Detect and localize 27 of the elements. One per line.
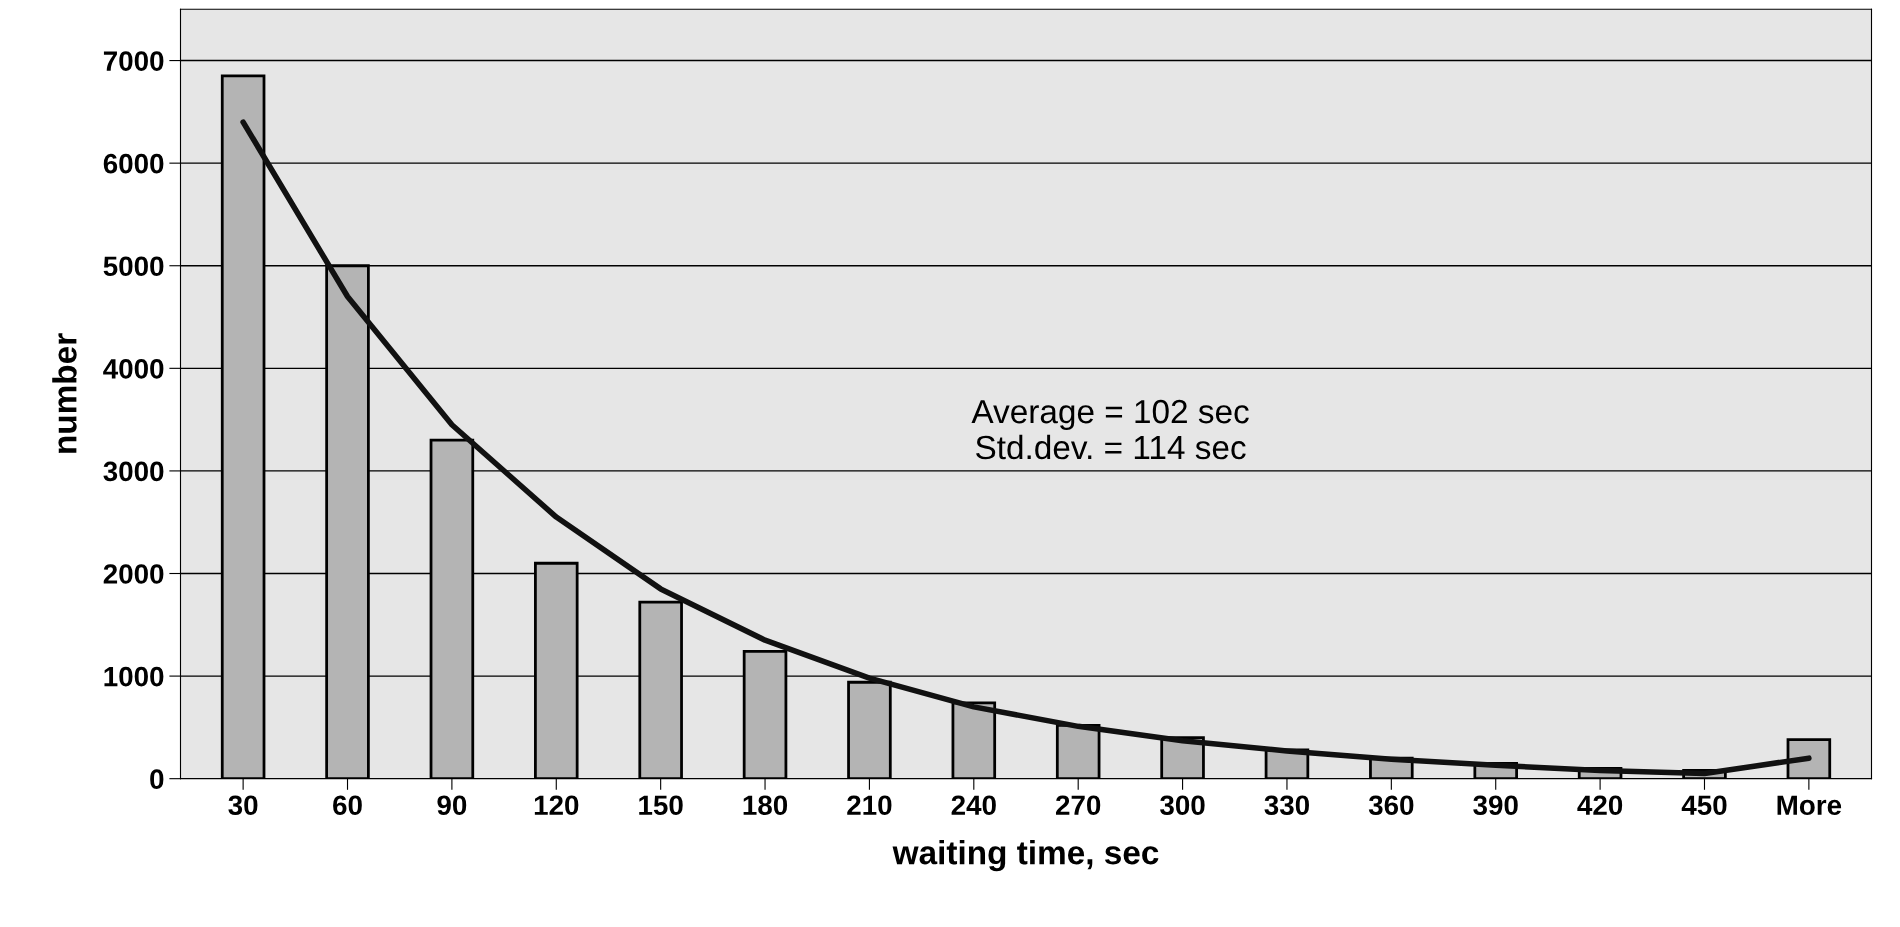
x-tick-label: More bbox=[1777, 795, 1842, 816]
y-tick-label: 3000 bbox=[103, 461, 164, 482]
y-tick-label: 1000 bbox=[104, 666, 164, 687]
x-tick-label: 450 bbox=[1681, 795, 1727, 816]
x-tick-label: 60 bbox=[333, 795, 362, 816]
x-tick-label: 420 bbox=[1577, 795, 1623, 816]
y-tick-label: 4000 bbox=[103, 359, 164, 379]
x-tick-label: 90 bbox=[437, 795, 467, 816]
y-tick-label: 2000 bbox=[103, 564, 164, 584]
x-tick-label: 180 bbox=[743, 795, 788, 816]
x-tick-label: 330 bbox=[1264, 795, 1309, 816]
x-tick-label: 120 bbox=[534, 795, 579, 816]
x-tick-label: 150 bbox=[639, 795, 683, 816]
y-axis-title: number bbox=[52, 333, 77, 453]
x-tick-label: 390 bbox=[1473, 795, 1518, 816]
x-tick-label: 360 bbox=[1368, 795, 1414, 816]
x-tick-label: 210 bbox=[847, 795, 892, 816]
x-axis-title: waiting time, sec bbox=[892, 839, 1159, 872]
y-tick-label: 7000 bbox=[103, 51, 164, 71]
x-tick-label: 240 bbox=[951, 795, 996, 816]
annotation: Average = 102 sec Std.dev. = 114 sec bbox=[971, 399, 1249, 460]
x-tick-label: 270 bbox=[1055, 795, 1101, 816]
y-tick-label: 5000 bbox=[103, 256, 164, 277]
x-tick-label: 300 bbox=[1160, 795, 1205, 816]
y-tick-label: 6000 bbox=[103, 153, 164, 174]
x-tick-label: 30 bbox=[228, 795, 258, 816]
y-tick-label: 0 bbox=[150, 769, 164, 790]
